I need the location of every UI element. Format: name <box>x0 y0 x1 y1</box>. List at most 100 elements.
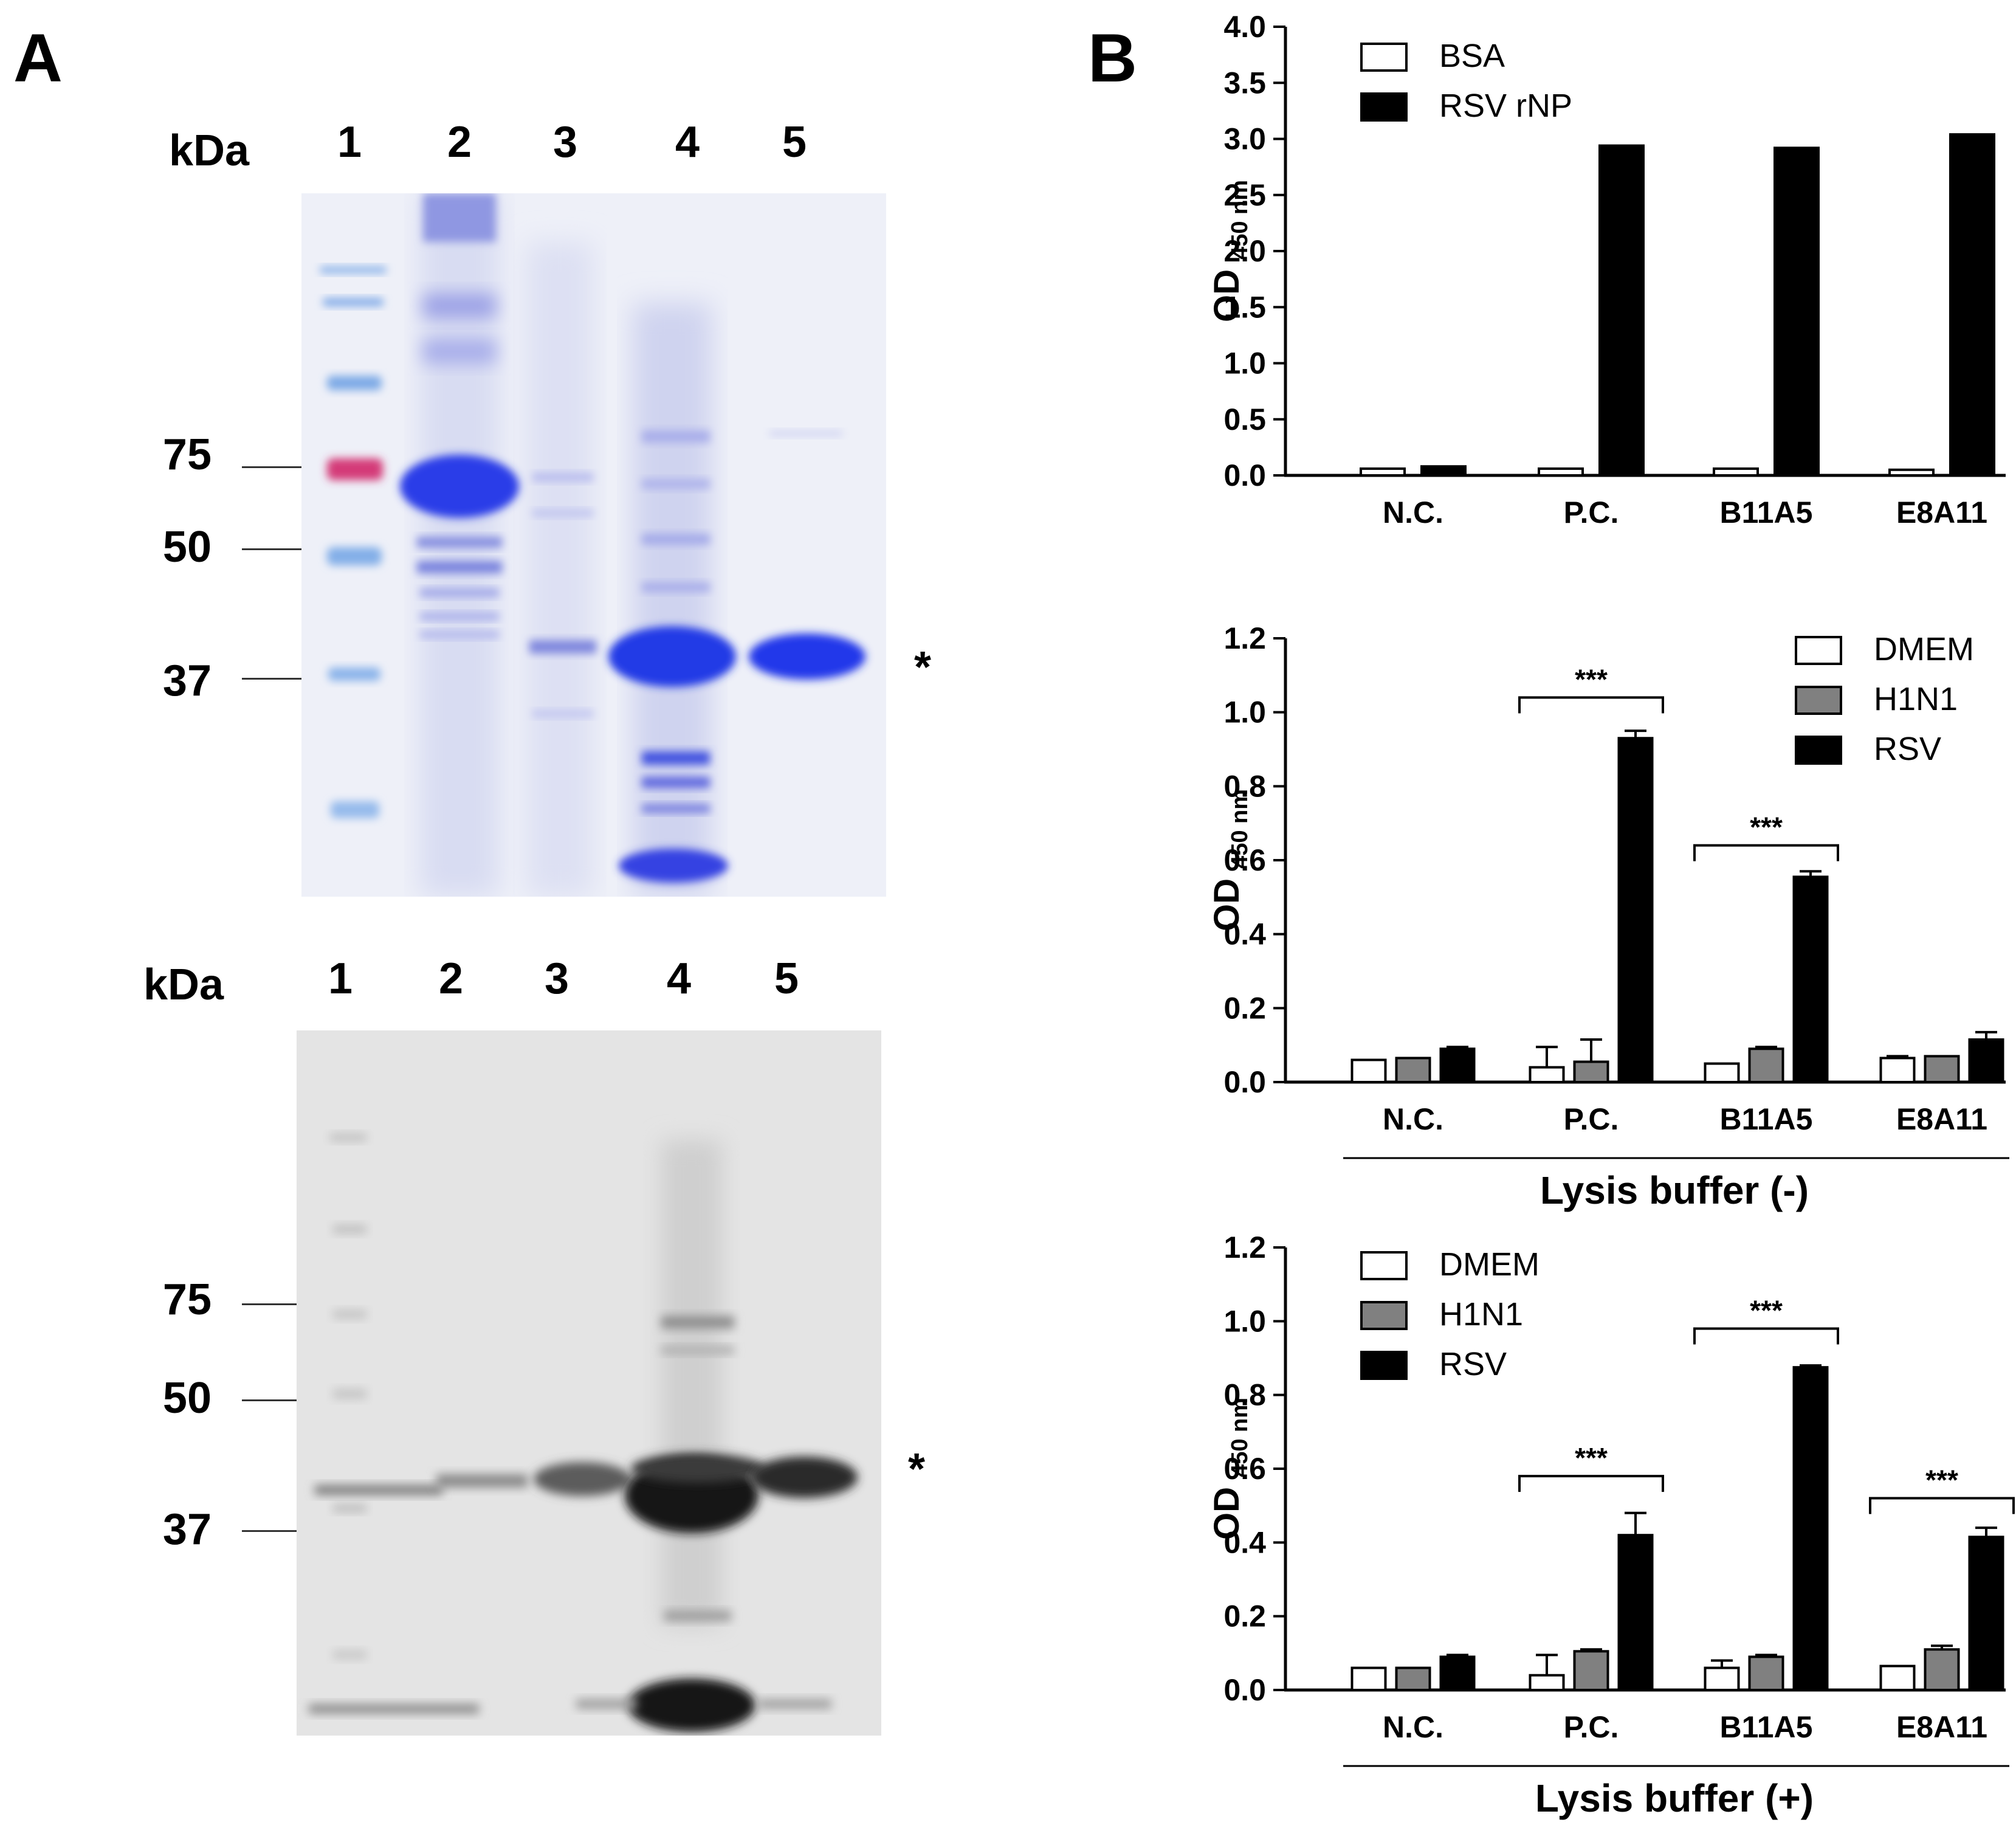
y-tick-label: 0.2 <box>1223 991 1266 1025</box>
significance-bracket <box>1518 696 1664 714</box>
y-tick-label: 0.5 <box>1223 402 1266 436</box>
coomassie-gel-image <box>301 193 886 897</box>
legend-label-rsv: RSV <box>1874 731 1941 767</box>
y-tick-label: 0.6 <box>1223 1452 1266 1486</box>
bar-h1n1-nc <box>1395 1057 1431 1084</box>
coomassie-lane-2: 2 <box>447 118 472 167</box>
y-tick-label: 4.0 <box>1223 10 1266 44</box>
y-tick-label: 1.0 <box>1223 347 1266 381</box>
bar-dmem-b11a5 <box>1704 1666 1740 1692</box>
y-tick-label: 2.5 <box>1223 178 1266 212</box>
bar-rsv-rnp-e8a11 <box>1949 133 1995 477</box>
significance-bracket <box>1518 1475 1664 1492</box>
y-tick-label: 0.6 <box>1223 843 1266 877</box>
y-tick-label: 0.0 <box>1223 1065 1266 1099</box>
bar-bsa-nc <box>1360 467 1406 477</box>
significance-bracket <box>1693 844 1839 861</box>
western-target-asterisk: * <box>908 1445 926 1494</box>
y-tick-label: 1.2 <box>1223 1230 1266 1264</box>
x-tick-label: E8A11 <box>1896 1102 1987 1136</box>
chart-2: 0.0 0.2 0.4 0.6 0.8 1.0 1.2 OD 450 nm N.C. P.C. B1… <box>1207 621 2009 1212</box>
western-marker-75-line <box>242 1303 298 1305</box>
western-lane-4: 4 <box>666 954 692 1003</box>
legend-swatch-bsa <box>1360 43 1408 72</box>
bar-rsv-b11a5 <box>1792 1366 1829 1692</box>
bar-rsv-nc <box>1439 1047 1476 1083</box>
legend-swatch-h1n1 <box>1795 686 1842 715</box>
x-tick-label: P.C. <box>1564 1102 1619 1136</box>
coomassie-marker-75-line <box>242 466 303 468</box>
bar-h1n1-pc <box>1573 1060 1609 1083</box>
coomassie-marker-37-line <box>242 678 303 680</box>
bar-dmem-pc <box>1529 1674 1565 1692</box>
western-lane-1: 1 <box>328 954 353 1003</box>
coomassie-target-asterisk: * <box>914 643 932 692</box>
bar-rsv-rnp-nc <box>1420 465 1467 477</box>
y-tick-label: 3.0 <box>1223 122 1266 156</box>
legend-label-dmem: DMEM <box>1874 631 1974 667</box>
y-tick-label: 0.2 <box>1223 1599 1266 1633</box>
bar-h1n1-pc <box>1573 1650 1609 1692</box>
coomassie-lane-5: 5 <box>782 118 807 167</box>
bar-rsv-rnp-pc <box>1598 144 1645 477</box>
coomassie-marker-50-line <box>242 548 303 550</box>
significance-bracket <box>1693 1327 1839 1345</box>
legend-swatch-h1n1 <box>1360 1301 1408 1330</box>
x-tick-label: N.C. <box>1383 495 1443 529</box>
y-tick-label: 1.0 <box>1223 1304 1266 1338</box>
bar-rsv-rnp-b11a5 <box>1773 147 1820 477</box>
western-marker-50: 50 <box>162 1374 212 1423</box>
legend-swatch-rsv <box>1360 1351 1408 1380</box>
coomassie-marker-50: 50 <box>162 523 212 571</box>
y-axis-label-main: OD <box>1207 1477 1247 1540</box>
legend-label-rsv: RSV <box>1439 1346 1507 1382</box>
legend-label-h1n1: H1N1 <box>1874 681 1958 717</box>
western-marker-50-line <box>242 1399 298 1401</box>
coomassie-lane-1: 1 <box>337 118 362 167</box>
coomassie-marker-75: 75 <box>162 430 212 479</box>
bar-dmem-nc <box>1350 1666 1387 1692</box>
legend-swatch-dmem <box>1795 636 1842 665</box>
y-axis-label: OD 450 nm <box>1207 789 1253 931</box>
western-kda-label: kDa <box>143 961 224 1009</box>
y-tick-label: 1.0 <box>1223 695 1266 729</box>
x-tick-label: B11A5 <box>1720 495 1813 529</box>
x-tick-label: E8A11 <box>1896 1710 1987 1744</box>
significance-label: *** <box>1925 1464 1958 1496</box>
western-lane-3: 3 <box>544 954 569 1003</box>
western-marker-37-line <box>242 1530 298 1532</box>
bar-dmem-e8a11 <box>1879 1664 1916 1691</box>
y-axis-label: OD 450 nm <box>1207 180 1253 322</box>
legend-swatch-rsv <box>1795 736 1842 765</box>
x-tick-label: B11A5 <box>1720 1102 1813 1136</box>
bar-h1n1-e8a11 <box>1924 1055 1960 1083</box>
y-tick-label: 0.4 <box>1223 917 1266 951</box>
legend-swatch-rsv-rnp <box>1360 92 1408 122</box>
bar-h1n1-b11a5 <box>1748 1655 1784 1691</box>
y-tick-label: 0.0 <box>1223 1673 1266 1707</box>
bar-dmem-pc <box>1529 1066 1565 1083</box>
y-tick-label: 0.8 <box>1223 769 1266 803</box>
legend-label-rsv-rnp: RSV rNP <box>1439 88 1572 124</box>
legend-label-dmem: DMEM <box>1439 1246 1540 1283</box>
panel-a-letter: A <box>13 20 63 96</box>
x-axis-label: Lysis buffer (-) <box>1540 1168 1809 1212</box>
y-axis-label-main: OD <box>1207 869 1247 931</box>
western-lane-2: 2 <box>438 954 464 1003</box>
significance-label: *** <box>1575 1442 1608 1474</box>
chart-3: 0.0 0.2 0.4 0.6 0.8 1.0 1.2 OD 450 nm N.C. P.C. B1… <box>1207 1230 2015 1820</box>
bar-dmem-e8a11 <box>1879 1057 1916 1084</box>
legend-label-bsa: BSA <box>1439 38 1505 74</box>
western-blot-image <box>297 1030 881 1736</box>
western-marker-75: 75 <box>162 1275 212 1324</box>
x-tick-label: E8A11 <box>1896 495 1987 529</box>
y-axis-label-sub: 450 nm <box>1227 789 1253 869</box>
significance-bracket <box>1869 1497 2015 1514</box>
bar-h1n1-b11a5 <box>1748 1047 1784 1083</box>
bar-dmem-nc <box>1350 1058 1387 1083</box>
chart-1: 0.0 0.5 1.0 1.5 2.0 2.5 3.0 3.5 4.0 OD 450 nm N.C.… <box>1207 10 2006 529</box>
y-tick-label: 0.8 <box>1223 1378 1266 1412</box>
coomassie-lane-3: 3 <box>552 118 578 167</box>
